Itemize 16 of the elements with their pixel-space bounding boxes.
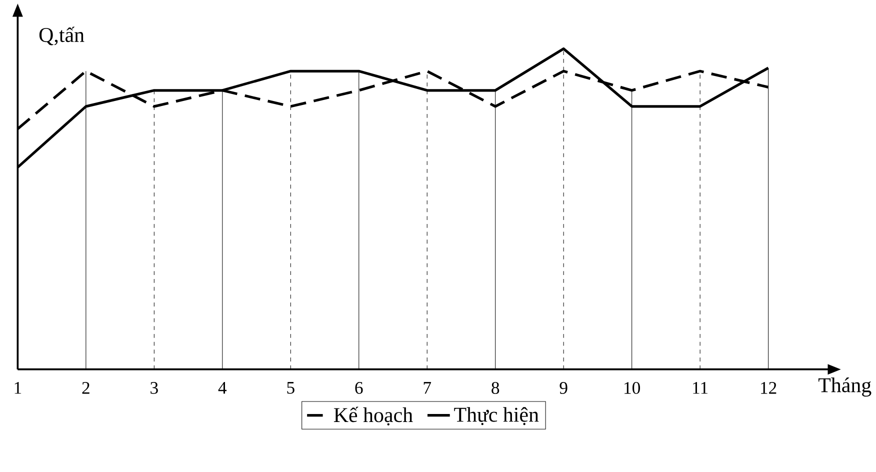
x-tick-label: 12	[761, 382, 776, 394]
x-tick-label: 4	[218, 382, 227, 394]
y-axis-title: Q,tấn	[39, 26, 84, 46]
x-tick-label: 10	[624, 382, 640, 394]
x-tick-label: 11	[693, 382, 708, 394]
x-tick-label: 3	[150, 382, 158, 394]
x-tick-label: 1	[14, 382, 22, 394]
x-axis-title: Tháng	[818, 377, 872, 396]
legend-label: Kế hoạch	[334, 406, 413, 426]
x-tick-label: 7	[424, 382, 432, 394]
legend-label: Thực hiện	[454, 406, 539, 425]
x-tick-label: 2	[82, 382, 90, 394]
x-tick-label: 5	[287, 382, 294, 394]
x-tick-label: 9	[560, 382, 568, 394]
x-tick-label: 6	[355, 382, 363, 394]
x-tick-label: 8	[492, 382, 500, 394]
